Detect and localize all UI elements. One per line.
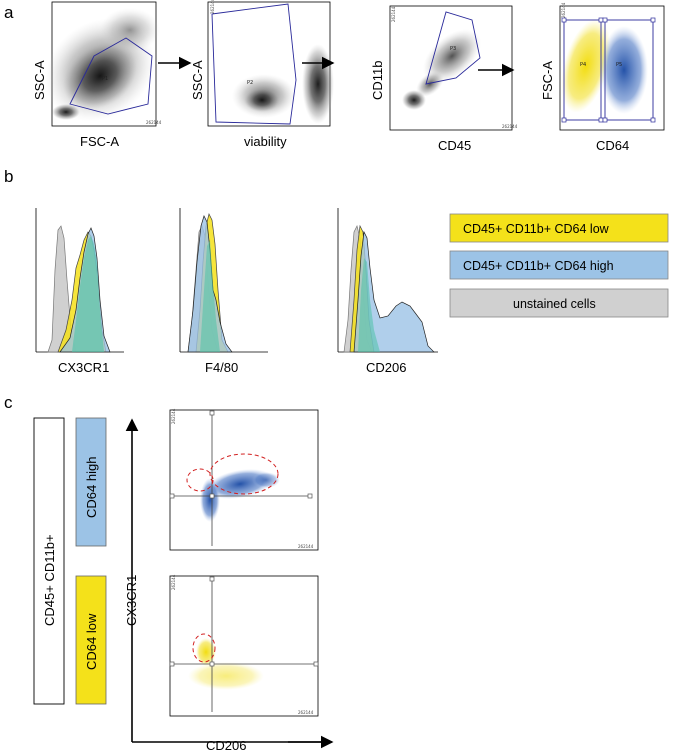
gate-label-p5: P5 (616, 62, 622, 68)
y-tick: 262144 (561, 2, 566, 18)
subset-label-cd64-low: CD64 low (84, 613, 99, 670)
x-axis-label: CD45 (438, 138, 471, 153)
subset-box-cd64-low (75, 575, 107, 705)
subset-box-cd64-high (75, 417, 107, 547)
gate-label-p2: P2 (247, 80, 253, 86)
scatter-cd206-cx3cr1-cd64-low: 262144 262144 (169, 574, 319, 717)
panel-label-a: a (4, 3, 14, 22)
x-axis-label: FSC-A (80, 134, 119, 149)
y-axis-label: CD11b (370, 60, 385, 100)
legend-swatch-unstained (449, 288, 669, 318)
group-label: CD45+ CD11b+ (42, 534, 57, 626)
scatter-plot-fsc-ssc: P1 262144 SSC-A FSC-A (32, 1, 162, 149)
scatter-plot-cd45-cd11b: P3 262144 262144 CD11b CD45 (370, 5, 518, 153)
legend-label-cd64-low: CD45+ CD11b+ CD64 low (463, 222, 610, 236)
legend-swatch-cd64-low (449, 213, 669, 243)
histogram-cd206: CD206 (337, 208, 438, 375)
legend: CD45+ CD11b+ CD64 low CD45+ CD11b+ CD64 … (449, 213, 669, 318)
plot-frame (169, 575, 319, 717)
gate-p4 (563, 19, 602, 121)
dashed-gate (192, 633, 216, 663)
scatter-cloud (45, 8, 160, 122)
gate-p2 (211, 3, 297, 125)
x-axis-label: F4/80 (205, 360, 238, 375)
x-axis-label-cd206: CD206 (206, 738, 246, 752)
gate-p3 (425, 11, 481, 85)
x-axis-label: viability (244, 134, 287, 149)
y-axis-label: SSC-A (32, 60, 47, 100)
scatter-cloud (561, 19, 648, 114)
y-tick: 262144 (171, 574, 176, 590)
y-axis-label: FSC-A (540, 61, 555, 100)
gate-p5 (604, 19, 654, 121)
y-tick: 262144 (171, 408, 176, 424)
group-box-cd45-cd11b (33, 417, 65, 705)
subset-label-cd64-high: CD64 high (84, 457, 99, 518)
y-tick: 262144 (391, 6, 396, 22)
gate-label-p4: P4 (580, 62, 586, 68)
legend-label-cd64-high: CD45+ CD11b+ CD64 high (463, 259, 614, 273)
scatter-cloud (188, 638, 264, 690)
scatter-cd206-cx3cr1-cd64-high: 262144 262144 (169, 408, 319, 551)
panel-label-b: b (4, 167, 13, 186)
dashed-gate-left (186, 468, 214, 492)
gate-handles (561, 17, 656, 123)
x-tick: 262144 (298, 710, 314, 715)
scatter-cloud (200, 469, 280, 522)
gate-label-p3: P3 (450, 46, 456, 52)
scatter-plot-viability-ssc: P2 262144 SSC-A viability (190, 0, 334, 149)
hist-overlap (358, 258, 380, 352)
hist-cd64-high (353, 230, 435, 353)
y-axis-label-cx3cr1: CX3CR1 (124, 575, 139, 626)
y-tick: 262144 (210, 0, 215, 14)
x-axis-label: CX3CR1 (58, 360, 109, 375)
y-axis-label: SSC-A (190, 60, 205, 100)
gate-p1 (69, 37, 153, 115)
hist-overlap (200, 240, 220, 352)
gate-label-p1: P1 (102, 76, 108, 82)
hist-overlap (72, 236, 104, 352)
x-tick: 262144 (146, 120, 162, 125)
scatter-plot-cd64-fsc: P4 P5 262144 FSC-A CD64 (540, 2, 665, 153)
histogram-cx3cr1: CX3CR1 (35, 208, 124, 375)
x-axis-label: CD64 (596, 138, 629, 153)
panel-label-c: c (4, 393, 13, 412)
x-tick: 262144 (298, 544, 314, 549)
dashed-gate-right (209, 453, 279, 495)
x-tick: 262144 (502, 124, 518, 129)
legend-label-unstained: unstained cells (513, 297, 596, 311)
histogram-f480: F4/80 (179, 208, 268, 375)
legend-swatch-cd64-high (449, 250, 669, 280)
x-axis-label: CD206 (366, 360, 406, 375)
